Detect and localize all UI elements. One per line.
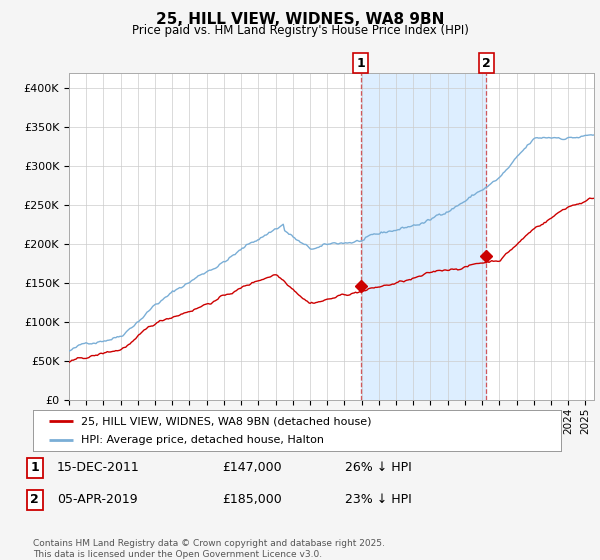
Text: 15-DEC-2011: 15-DEC-2011 bbox=[57, 461, 140, 474]
Text: 2: 2 bbox=[31, 493, 39, 506]
Text: 05-APR-2019: 05-APR-2019 bbox=[57, 493, 137, 506]
Text: HPI: Average price, detached house, Halton: HPI: Average price, detached house, Halt… bbox=[80, 435, 323, 445]
Text: 25, HILL VIEW, WIDNES, WA8 9BN (detached house): 25, HILL VIEW, WIDNES, WA8 9BN (detached… bbox=[80, 417, 371, 426]
Text: 23% ↓ HPI: 23% ↓ HPI bbox=[345, 493, 412, 506]
Text: 1: 1 bbox=[31, 461, 39, 474]
Bar bbox=[361, 73, 487, 400]
Text: 2: 2 bbox=[482, 57, 491, 69]
Text: 26% ↓ HPI: 26% ↓ HPI bbox=[345, 461, 412, 474]
Text: £185,000: £185,000 bbox=[222, 493, 282, 506]
Text: Contains HM Land Registry data © Crown copyright and database right 2025.
This d: Contains HM Land Registry data © Crown c… bbox=[33, 539, 385, 559]
Text: 25, HILL VIEW, WIDNES, WA8 9BN: 25, HILL VIEW, WIDNES, WA8 9BN bbox=[156, 12, 444, 27]
Text: £147,000: £147,000 bbox=[222, 461, 281, 474]
Text: 1: 1 bbox=[356, 57, 365, 69]
Text: Price paid vs. HM Land Registry's House Price Index (HPI): Price paid vs. HM Land Registry's House … bbox=[131, 24, 469, 36]
